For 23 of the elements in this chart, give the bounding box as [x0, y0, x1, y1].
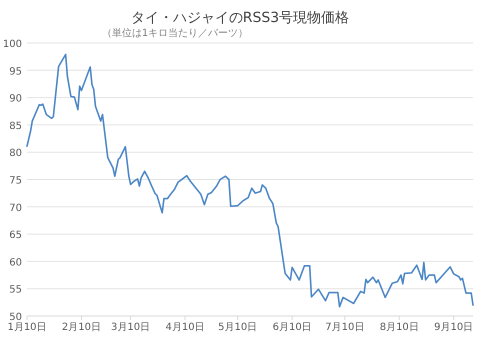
y-tick-label: 55 [9, 284, 22, 296]
chart-subtitle: （単位は1キロ当たり／バーツ） [102, 27, 248, 39]
y-tick-label: 95 [9, 66, 22, 78]
x-tick-label: 2月10日 [62, 322, 101, 333]
y-tick-label: 65 [9, 230, 22, 242]
y-tick-label: 70 [9, 202, 22, 214]
y-tick-label: 80 [9, 148, 22, 160]
y-tick-label: 100 [2, 39, 22, 50]
y-tick-label: 50 [9, 312, 22, 323]
y-tick-label: 90 [9, 94, 22, 105]
x-tick-label: 9月10日 [434, 322, 474, 333]
x-tick-label: 1月10日 [7, 322, 47, 333]
x-tick-label: 5月10日 [218, 322, 258, 333]
x-tick-label: 7月10日 [325, 322, 364, 333]
chart-title: タイ・ハジャイのRSS3号現物価格 [130, 10, 350, 26]
x-tick-label: 4月10日 [165, 322, 205, 333]
y-tick-label: 75 [9, 176, 22, 186]
x-tick-label: 8月10日 [380, 322, 419, 333]
line-series [26, 54, 474, 308]
x-tick-label: 6月10日 [272, 322, 312, 333]
y-tick-label: 85 [9, 120, 22, 132]
x-tick-label: 3月10日 [111, 322, 150, 333]
y-tick-label: 60 [9, 257, 22, 268]
